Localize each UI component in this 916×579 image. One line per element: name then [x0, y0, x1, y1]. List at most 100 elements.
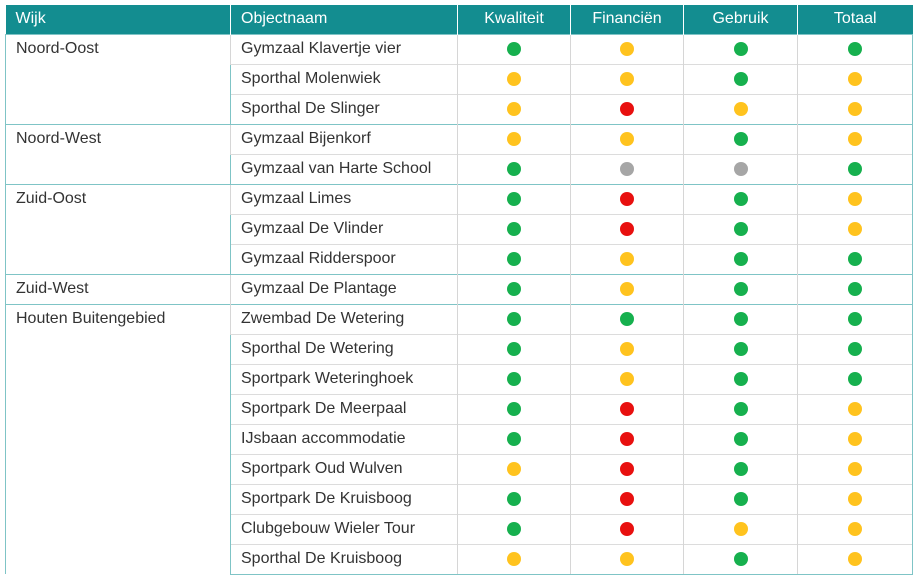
status-dot-green [733, 251, 748, 266]
kwaliteit-cell [457, 273, 571, 304]
status-dot-green [733, 401, 748, 416]
wijk-cell: Noord-West [5, 123, 231, 184]
status-dot-green [620, 311, 634, 326]
status-dot-green [733, 461, 748, 476]
kwaliteit-cell [457, 183, 571, 214]
objectnaam-cell: Gymzaal van Harte School [230, 153, 458, 184]
status-dot-green [507, 401, 521, 416]
status-dot-yellow [620, 71, 634, 86]
objectnaam-cell: Sporthal Molenwiek [230, 63, 458, 94]
status-dot-yellow [848, 551, 862, 566]
status-dot-green [733, 341, 748, 356]
kwaliteit-cell [457, 93, 571, 124]
objectnaam-cell: Zwembad De Wetering [230, 303, 458, 334]
gebruik-cell [683, 153, 798, 184]
header-objectnaam: Objectnaam [230, 5, 458, 34]
status-dot-green [733, 71, 748, 86]
gebruik-cell [683, 243, 798, 274]
table-row: Clubgebouw Wieler Tour [6, 513, 913, 544]
table-row: Noord-Oost Gymzaal Klavertje vier [5, 33, 913, 124]
gebruik-cell [683, 273, 798, 304]
objectnaam-cell: Sporthal De Wetering [230, 333, 458, 364]
gebruik-cell [683, 513, 798, 544]
totaal-cell [797, 93, 913, 124]
gebruik-cell [683, 303, 798, 334]
financien-cell [570, 243, 684, 274]
kwaliteit-cell [457, 63, 571, 94]
status-dot-green [507, 341, 521, 356]
gebruik-cell [683, 423, 798, 454]
status-table: Wijk Objectnaam Kwaliteit Financiën Gebr… [5, 5, 913, 575]
status-dot-yellow [848, 221, 862, 236]
status-dot-yellow [507, 101, 521, 116]
financien-cell [570, 183, 684, 214]
objectnaam-cell: Sportpark Oud Wulven [230, 453, 458, 484]
kwaliteit-cell [457, 453, 571, 484]
table-row: Sportpark Weteringhoek [6, 363, 913, 394]
table-row: Zuid-Oost Gymzaal Limes [5, 183, 913, 274]
financien-cell [570, 453, 684, 484]
totaal-cell [797, 453, 913, 484]
status-dot-yellow [620, 281, 634, 296]
status-dot-gray [733, 161, 748, 176]
objectnaam-cell: IJsbaan accommodatie [230, 423, 458, 454]
kwaliteit-cell [457, 213, 571, 244]
status-dot-green [733, 491, 748, 506]
status-dot-green [733, 221, 748, 236]
header-gebruik: Gebruik [683, 5, 798, 34]
financien-cell [570, 363, 684, 394]
financien-cell [570, 393, 684, 424]
wijk-cell: Zuid-Oost [5, 183, 231, 274]
table-row: Sporthal De Kruisboog [6, 543, 913, 575]
gebruik-cell [683, 63, 798, 94]
table-row: Noord-West Gymzaal Bijenkorf [5, 123, 913, 184]
totaal-cell [797, 153, 913, 184]
header-wijk: Wijk [5, 5, 231, 34]
totaal-cell [797, 513, 913, 544]
objectnaam-cell: Sportpark Weteringhoek [230, 363, 458, 394]
financien-cell [570, 423, 684, 454]
totaal-cell [797, 273, 913, 304]
kwaliteit-cell [457, 153, 571, 184]
status-dot-red [620, 431, 634, 446]
gebruik-cell [683, 393, 798, 424]
totaal-cell [797, 123, 913, 154]
objectnaam-cell: Sportpark De Meerpaal [230, 393, 458, 424]
table-row: Zuid-West Gymzaal De Plantage [5, 273, 913, 304]
status-dot-yellow [507, 551, 521, 566]
totaal-cell [797, 33, 913, 64]
objectnaam-cell: Gymzaal De Vlinder [230, 213, 458, 244]
totaal-cell [797, 63, 913, 94]
kwaliteit-cell [457, 363, 571, 394]
kwaliteit-cell [457, 483, 571, 514]
status-dot-green [507, 431, 521, 446]
financien-cell [570, 303, 684, 334]
financien-cell [570, 483, 684, 514]
status-dot-yellow [848, 401, 862, 416]
financien-cell [570, 513, 684, 544]
kwaliteit-cell [457, 303, 571, 334]
status-dot-yellow [620, 41, 634, 56]
status-dot-green [848, 161, 862, 176]
header-kwaliteit: Kwaliteit [457, 5, 571, 34]
objectnaam-cell: Gymzaal Klavertje vier [230, 33, 458, 64]
status-dot-yellow [620, 341, 634, 356]
totaal-cell [797, 303, 913, 334]
table-row: Sportpark De Kruisboog [6, 483, 913, 514]
status-dot-yellow [620, 551, 634, 566]
status-dot-green [733, 281, 748, 296]
objectnaam-cell: Sporthal De Kruisboog [230, 543, 458, 575]
status-dot-green [848, 311, 862, 326]
status-dot-green [733, 191, 748, 206]
status-dot-gray [620, 161, 634, 176]
wijk-cell: Houten Buitengebied [5, 303, 231, 574]
table-header: Wijk Objectnaam Kwaliteit Financiën Gebr… [5, 5, 913, 34]
status-dot-red [620, 191, 634, 206]
status-dot-yellow [507, 461, 521, 476]
kwaliteit-cell [457, 543, 571, 575]
status-dot-red [620, 401, 634, 416]
gebruik-cell [683, 93, 798, 124]
status-dot-green [507, 491, 521, 506]
kwaliteit-cell [457, 513, 571, 544]
totaal-cell [797, 243, 913, 274]
